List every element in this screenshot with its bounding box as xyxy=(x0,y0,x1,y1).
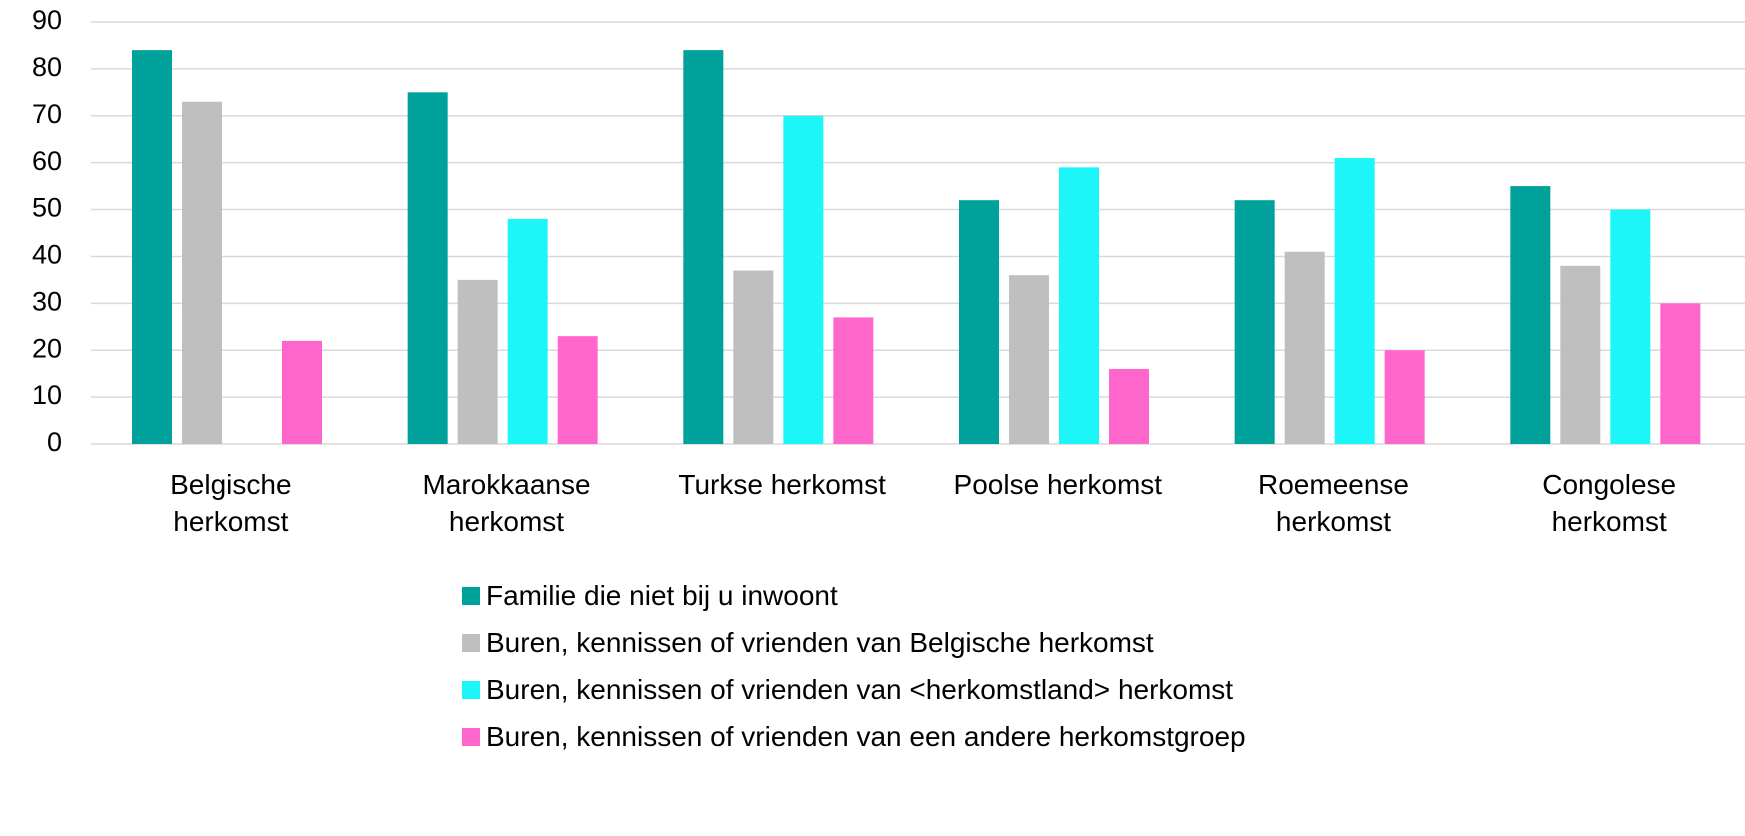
y-tick-label: 80 xyxy=(32,52,62,82)
bar xyxy=(683,50,724,445)
y-tick-label: 70 xyxy=(32,99,62,129)
legend-label: Buren, kennissen of vrienden van <herkom… xyxy=(486,674,1234,705)
legend-item: Buren, kennissen of vrienden van Belgisc… xyxy=(462,623,1154,663)
legend-swatch xyxy=(462,587,480,605)
bar xyxy=(1334,157,1375,444)
bar xyxy=(1610,209,1651,444)
y-tick-label: 60 xyxy=(32,146,62,176)
legend-item: Familie die niet bij u inwoont xyxy=(462,576,838,616)
bar xyxy=(1560,265,1601,444)
bar xyxy=(833,317,874,444)
bar xyxy=(557,336,598,444)
legend-swatch xyxy=(462,634,480,652)
legend-label: Buren, kennissen of vrienden van een and… xyxy=(486,721,1246,752)
x-tick-label: Poolse herkomst xyxy=(953,469,1163,500)
bar xyxy=(1284,251,1325,444)
bar xyxy=(407,92,448,444)
y-tick-label: 20 xyxy=(32,333,62,363)
y-tick-label: 50 xyxy=(32,193,62,223)
legend-label: Buren, kennissen of vrienden van Belgisc… xyxy=(486,627,1154,658)
legend-item: Buren, kennissen of vrienden van een and… xyxy=(462,717,1246,757)
y-tick-label: 30 xyxy=(32,286,62,316)
legend-swatch xyxy=(462,728,480,746)
y-tick-label: 10 xyxy=(32,380,62,410)
legend-label: Familie die niet bij u inwoont xyxy=(486,580,838,611)
bar xyxy=(182,101,222,444)
bar xyxy=(1510,186,1551,444)
legend-item: Buren, kennissen of vrienden van <herkom… xyxy=(462,670,1233,710)
x-tick-label: Roemeense herkomst xyxy=(1258,469,1409,537)
bar xyxy=(1234,200,1275,444)
bar xyxy=(733,270,774,444)
bar xyxy=(1384,350,1425,444)
x-tick-label: Belgische herkomst xyxy=(170,469,292,537)
bar xyxy=(282,340,322,444)
y-tick-label: 0 xyxy=(47,427,62,457)
bar xyxy=(1009,275,1049,444)
x-tick-label: Congolese herkomst xyxy=(1542,469,1677,537)
bar xyxy=(783,115,824,445)
bar xyxy=(959,200,999,444)
bar xyxy=(507,218,548,444)
bar xyxy=(132,50,172,445)
x-tick-label: Turkse herkomst xyxy=(678,469,886,500)
y-tick-label: 40 xyxy=(32,240,62,270)
x-tick-label: Marokkaanse herkomst xyxy=(422,469,591,537)
y-tick-label: 90 xyxy=(32,5,62,35)
legend-swatch xyxy=(462,681,480,699)
bar xyxy=(457,279,498,444)
bar xyxy=(1059,167,1099,444)
bar xyxy=(1660,303,1701,444)
bar xyxy=(1109,368,1149,444)
